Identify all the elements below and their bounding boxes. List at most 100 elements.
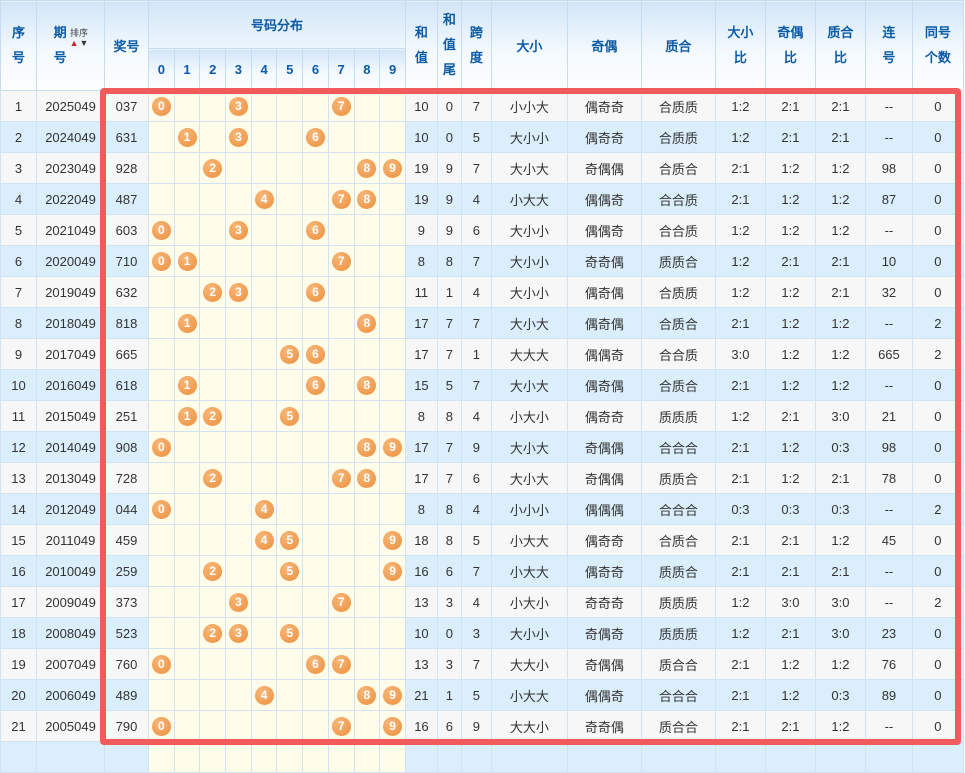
bigsmall-cell: 小大小 [490, 400, 568, 432]
span-cell: 7 [460, 555, 492, 587]
seq-cell: 4 [0, 183, 37, 215]
number-ball: 1 [177, 406, 197, 426]
seq-cell: 11 [0, 400, 37, 432]
distribution-cell: 8 [353, 369, 381, 401]
distribution-cell: 6 [302, 276, 329, 308]
sum-tail-cell: 8 [436, 524, 462, 556]
table-row: 4 2022049 487 4 7 8 19 9 4 小大大 偶偶奇 合合质 2:1 1:2 1:2 87 0 [0, 183, 964, 215]
period-cell: 2012049 [36, 493, 105, 525]
distribution-cell: 0 [148, 431, 175, 463]
prize-number-cell: 928 [104, 152, 149, 184]
bigsmall-ratio-cell: 2:1 [714, 369, 766, 401]
primecomposite-cell: 质质质 [640, 617, 716, 649]
distribution-cell: 9 [379, 710, 406, 742]
distribution-cell [173, 741, 201, 773]
period-cell: 2008049 [36, 617, 105, 649]
number-ball: 6 [305, 220, 325, 240]
prize-number-cell: 523 [104, 617, 149, 649]
col-header-period: 期号 排序 ▲ ▼ [36, 0, 105, 91]
period-cell: 2010049 [36, 555, 105, 587]
same-count-cell: 0 [911, 369, 964, 401]
number-ball: 4 [254, 530, 274, 550]
distribution-cell [250, 245, 278, 277]
bigsmall-ratio-cell: 0:3 [714, 493, 766, 525]
cell [566, 741, 642, 773]
number-ball: 3 [228, 623, 248, 643]
oddeven-ratio-cell: 2:1 [764, 90, 816, 122]
oddeven-ratio-cell: 2:1 [764, 617, 816, 649]
distribution-cell [225, 400, 252, 432]
distribution-cell [173, 90, 201, 122]
distribution-cell: 2 [199, 617, 227, 649]
consecutive-cell: 76 [864, 648, 913, 680]
col-header-sum: 和值 [404, 0, 438, 91]
bigsmall-ratio-cell: 1:2 [714, 586, 766, 618]
sum-tail-cell: 0 [436, 617, 462, 649]
distribution-cell: 9 [379, 679, 406, 711]
distribution-cell [302, 617, 329, 649]
distribution-cell [173, 710, 201, 742]
distribution-cell [199, 338, 227, 370]
number-ball: 9 [383, 530, 403, 550]
oddeven-ratio-cell: 2:1 [764, 710, 816, 742]
period-cell: 2018049 [36, 307, 105, 339]
number-ball: 7 [331, 96, 351, 116]
distribution-cell [225, 555, 252, 587]
number-ball: 5 [280, 344, 300, 364]
seq-cell: 7 [0, 276, 37, 308]
distribution-cell: 6 [302, 338, 329, 370]
sum-cell: 18 [404, 524, 438, 556]
distribution-cell [353, 741, 381, 773]
distribution-cell [276, 307, 304, 339]
span-cell: 4 [460, 400, 492, 432]
distribution-cell [302, 462, 329, 494]
oddeven-ratio-cell: 2:1 [764, 121, 816, 153]
same-count-cell: 0 [911, 710, 964, 742]
primecomposite-cell: 合质质 [640, 276, 716, 308]
consecutive-cell: -- [864, 307, 913, 339]
distribution-cell: 9 [379, 152, 406, 184]
sort-asc-icon[interactable]: ▲ [69, 38, 79, 48]
consecutive-cell: -- [864, 555, 913, 587]
distribution-cell: 2 [199, 400, 227, 432]
distribution-cell [199, 214, 227, 246]
consecutive-cell: 10 [864, 245, 913, 277]
span-cell: 5 [460, 679, 492, 711]
col-header-bigsmall-ratio: 大小比 [714, 0, 766, 91]
prize-number-cell: 489 [104, 679, 149, 711]
seq-cell: 3 [0, 152, 37, 184]
distribution-cell: 4 [250, 183, 278, 215]
distribution-cell [199, 493, 227, 525]
sum-tail-cell: 8 [436, 493, 462, 525]
primecomposite-ratio-cell: 1:2 [814, 214, 866, 246]
distribution-cell [148, 586, 175, 618]
distribution-cell [379, 183, 406, 215]
distribution-cell [225, 431, 252, 463]
primecomposite-cell: 质质合 [640, 555, 716, 587]
distribution-cell [173, 183, 201, 215]
same-count-cell: 0 [911, 245, 964, 277]
distribution-cell [276, 214, 304, 246]
sum-tail-cell: 0 [436, 121, 462, 153]
distribution-cell [353, 586, 381, 618]
distribution-cell [225, 524, 252, 556]
prize-number-cell: 632 [104, 276, 149, 308]
primecomposite-ratio-cell: 2:1 [814, 245, 866, 277]
table-row: 14 2012049 044 0 4 8 8 4 小小小 偶偶偶 合合合 0:3 0:3 0:3 -- 2 [0, 493, 964, 525]
oddeven-ratio-cell: 1:2 [764, 276, 816, 308]
consecutive-cell: 89 [864, 679, 913, 711]
distribution-cell: 1 [173, 121, 201, 153]
sum-cell: 17 [404, 307, 438, 339]
bigsmall-ratio-cell: 2:1 [714, 555, 766, 587]
bigsmall-ratio-cell: 1:2 [714, 245, 766, 277]
distribution-cell [353, 555, 381, 587]
distribution-cell [302, 431, 329, 463]
same-count-cell: 2 [911, 338, 964, 370]
period-cell: 2006049 [36, 679, 105, 711]
sort-desc-icon[interactable]: ▼ [79, 38, 89, 48]
consecutive-cell: -- [864, 369, 913, 401]
sum-tail-cell: 9 [436, 214, 462, 246]
bigsmall-cell: 大小大 [490, 462, 568, 494]
distribution-cell [250, 462, 278, 494]
span-cell: 9 [460, 431, 492, 463]
